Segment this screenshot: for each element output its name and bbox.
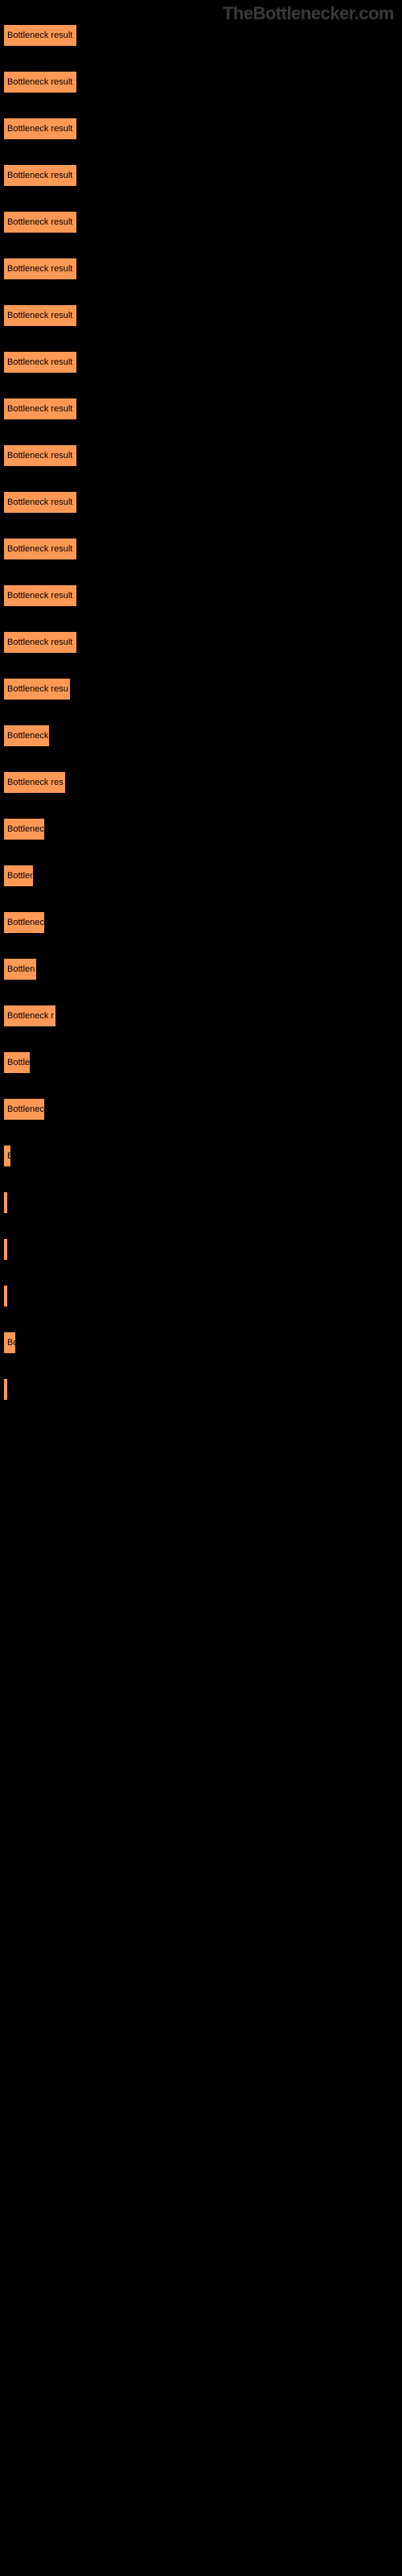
bar-label: Bottleneck resu	[7, 684, 68, 694]
bar-label: Bottleneck result	[7, 404, 72, 414]
bar-row: Bottler	[3, 865, 402, 887]
bar-row: Bottleneck r	[3, 1005, 402, 1027]
bar: Bottleneck resu	[3, 678, 71, 700]
bar: Bottlenec	[3, 911, 45, 934]
bar-label: Bottleneck result	[7, 31, 72, 40]
bar: Bottle	[3, 1051, 31, 1074]
bar-row: Bottleneck result	[3, 164, 402, 187]
bar-row: Bottleneck result	[3, 631, 402, 654]
bar: Bottleneck result	[3, 351, 77, 374]
bar-label: Bottleneck result	[7, 217, 72, 227]
bar: Bottleneck	[3, 724, 50, 747]
bar-row: Bottleneck result	[3, 24, 402, 47]
bar: Bottleneck result	[3, 491, 77, 514]
bar-row: Bottleneck result	[3, 71, 402, 93]
bar-label: Bottlenec	[7, 918, 44, 927]
bar-row: Bottleneck result	[3, 444, 402, 467]
bar-row: Bottleneck result	[3, 538, 402, 560]
bar: Bottleneck res	[3, 771, 66, 794]
bar-label: Bottleneck r	[7, 1011, 54, 1021]
bar-label: Bottleneck	[7, 731, 48, 741]
bar-label: Bottleneck result	[7, 77, 72, 87]
bar: Bo	[3, 1331, 16, 1354]
bar-chart: Bottleneck result Bottleneck result Bottle…	[0, 0, 402, 1401]
bar: B	[3, 1145, 11, 1167]
bar-row: Bottleneck result	[3, 304, 402, 327]
bar-row	[3, 1238, 402, 1261]
bar-label: Bottlen	[7, 964, 35, 974]
bar: Bottleneck result	[3, 631, 77, 654]
bar-label: Bo	[7, 1338, 16, 1348]
bar-row: Bo	[3, 1331, 402, 1354]
bar-row: B	[3, 1145, 402, 1167]
bar-row	[3, 1191, 402, 1214]
bar-label: Bottlenec	[7, 1104, 44, 1114]
bar: Bottleneck result	[3, 24, 77, 47]
bar: Bottler	[3, 865, 34, 887]
bar: Bottleneck result	[3, 304, 77, 327]
bar	[3, 1238, 8, 1261]
bar: Bottleneck result	[3, 164, 77, 187]
bar-label: Bottleneck result	[7, 124, 72, 134]
bar-label: Bottleneck result	[7, 544, 72, 554]
bar-row	[3, 1378, 402, 1401]
bar: Bottleneck result	[3, 444, 77, 467]
bar-label: B	[7, 1151, 11, 1161]
bar-label: Bottleneck result	[7, 171, 72, 180]
bar: Bottleneck result	[3, 71, 77, 93]
bar	[3, 1191, 8, 1214]
bar-row: Bottleneck result	[3, 398, 402, 420]
bar-label: Bottleneck result	[7, 264, 72, 274]
bar-row: Bottleneck result	[3, 351, 402, 374]
bar-row: Bottleneck result	[3, 491, 402, 514]
bar	[3, 1378, 8, 1401]
bar-label: Bottleneck result	[7, 357, 72, 367]
bar: Bottleneck r	[3, 1005, 56, 1027]
bar-row: Bottle	[3, 1051, 402, 1074]
bar-label: Bottleneck result	[7, 591, 72, 601]
bar-row: Bottlenec	[3, 818, 402, 840]
bar-label: Bottleneck result	[7, 497, 72, 507]
bar-label: Bottleneck result	[7, 638, 72, 647]
bar-label: Bottle	[7, 1058, 30, 1067]
bar-label: Bottler	[7, 871, 33, 881]
bar-row: Bottlenec	[3, 1098, 402, 1121]
bar: Bottlenec	[3, 818, 45, 840]
watermark-text: TheBottlenecker.com	[223, 3, 394, 24]
bar-row	[3, 1285, 402, 1307]
bar: Bottleneck result	[3, 118, 77, 140]
bar-row: Bottleneck result	[3, 118, 402, 140]
bar-row: Bottlen	[3, 958, 402, 980]
bar-row: Bottleneck res	[3, 771, 402, 794]
bar-row: Bottleneck	[3, 724, 402, 747]
bar-label: Bottleneck result	[7, 451, 72, 460]
bar: Bottleneck result	[3, 398, 77, 420]
bar-label: Bottleneck res	[7, 778, 64, 787]
bar: Bottleneck result	[3, 258, 77, 280]
bar: Bottleneck result	[3, 538, 77, 560]
bar-row: Bottleneck result	[3, 258, 402, 280]
bar: Bottlenec	[3, 1098, 45, 1121]
bar-row: Bottleneck result	[3, 584, 402, 607]
bar-row: Bottleneck result	[3, 211, 402, 233]
bar: Bottleneck result	[3, 584, 77, 607]
bar	[3, 1285, 8, 1307]
bar-label: Bottlenec	[7, 824, 44, 834]
bar-label: Bottleneck result	[7, 311, 72, 320]
bar-row: Bottleneck resu	[3, 678, 402, 700]
bar: Bottleneck result	[3, 211, 77, 233]
bar: Bottlen	[3, 958, 37, 980]
bar-row: Bottlenec	[3, 911, 402, 934]
